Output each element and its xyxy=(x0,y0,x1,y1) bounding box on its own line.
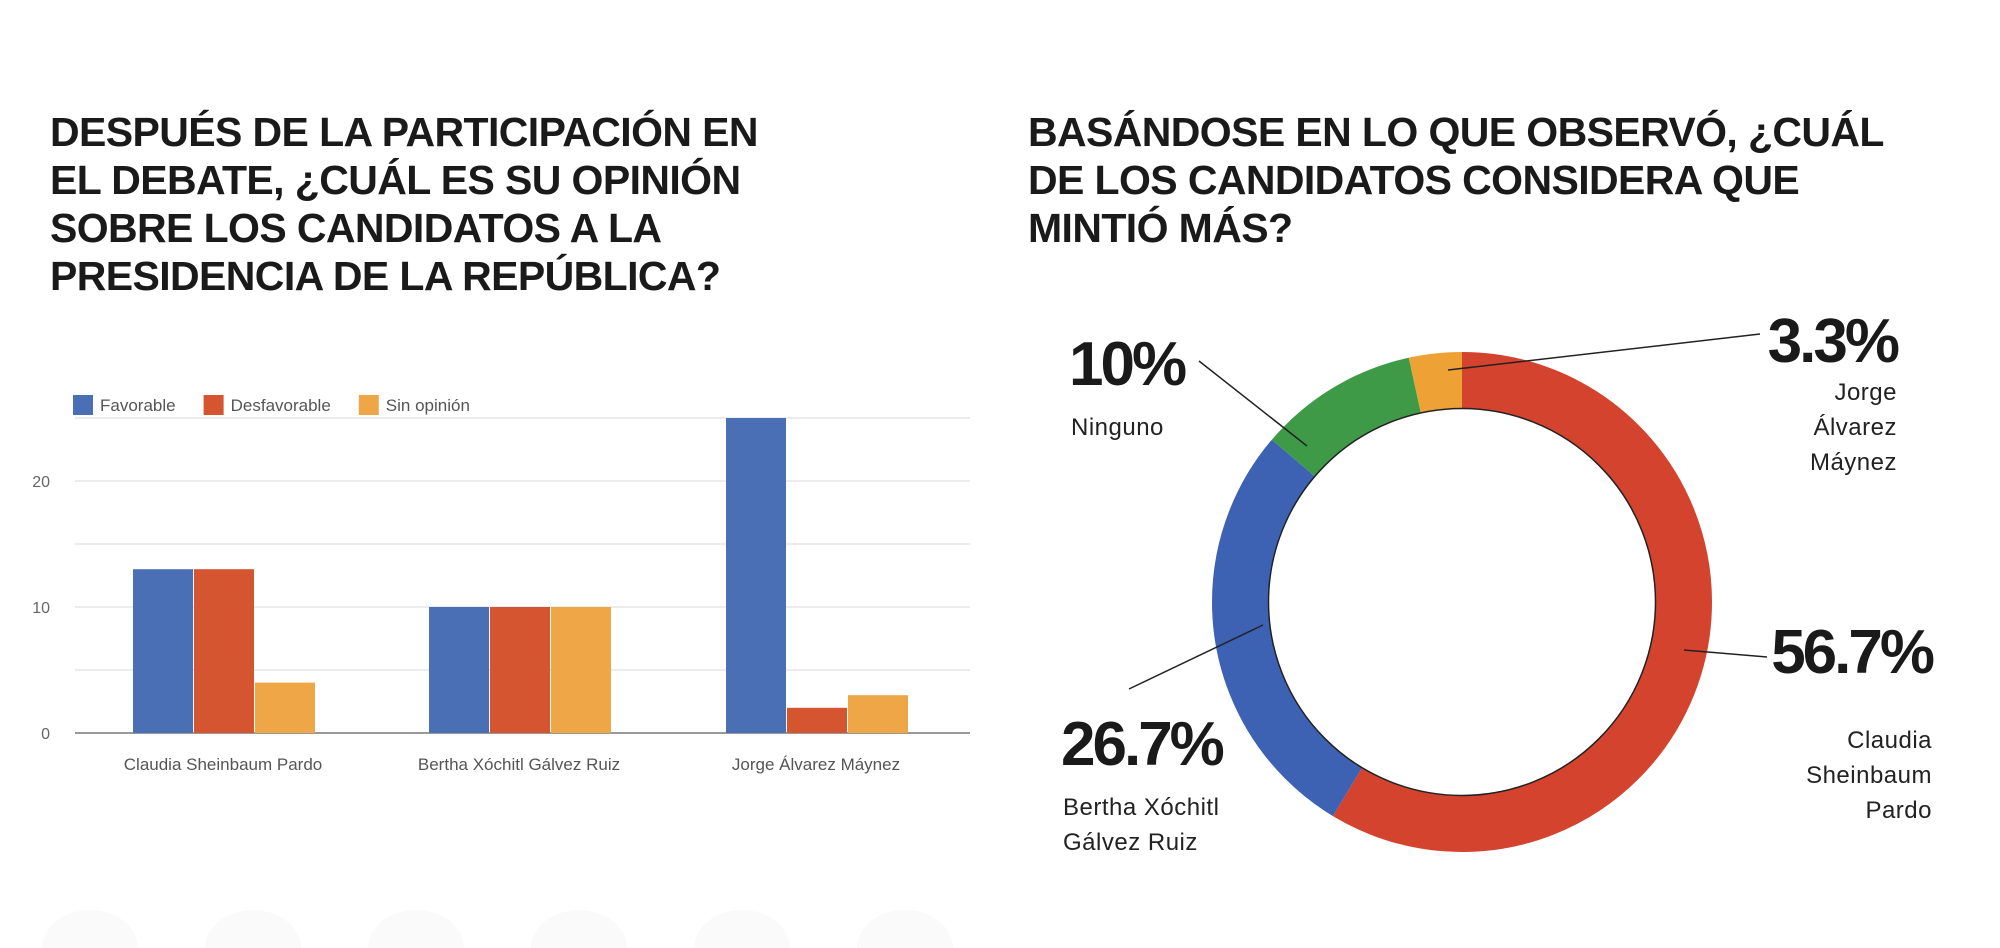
slice-percent-label: 10% xyxy=(1069,330,1186,399)
leader-line xyxy=(1128,624,1264,690)
slice-name-label: Gálvez Ruiz xyxy=(1063,829,1198,856)
decorative-shape xyxy=(857,910,953,948)
y-tick-label: 0 xyxy=(41,726,50,743)
donut-slice xyxy=(1332,351,1713,853)
legend-label: Favorable xyxy=(100,396,176,415)
bar-desfavorable xyxy=(787,707,847,733)
slice-name-label: Ninguno xyxy=(1071,414,1164,441)
decorative-shape xyxy=(42,910,138,948)
slice-name-label: Claudia xyxy=(1847,727,1932,754)
decorative-shape xyxy=(205,910,301,948)
donut-slice xyxy=(1271,357,1422,477)
bar-favorable xyxy=(726,418,786,733)
y-tick-label: 20 xyxy=(32,474,50,491)
donut-chart-title: BASÁNDOSE EN LO QUE OBSERVÓ, ¿CUÁL DE LO… xyxy=(1028,108,1884,252)
legend-swatch xyxy=(73,395,93,415)
title-line: PRESIDENCIA DE LA REPÚBLICA? xyxy=(50,253,721,299)
legend-swatch xyxy=(203,395,224,415)
legend-label: Desfavorable xyxy=(231,396,331,415)
title-line: MINTIÓ MÁS? xyxy=(1028,205,1293,251)
slice-percent-label: 56.7% xyxy=(1771,618,1934,687)
leader-line xyxy=(1198,360,1308,447)
bar-favorable xyxy=(429,607,489,733)
title-line: EL DEBATE, ¿CUÁL ES SU OPINIÓN xyxy=(50,157,741,203)
bar-chart-title: DESPUÉS DE LA PARTICIPACIÓN EN EL DEBATE… xyxy=(50,108,759,300)
bar-desfavorable xyxy=(490,607,550,733)
bar-favorable xyxy=(133,569,193,733)
leader-line xyxy=(1447,333,1761,371)
bar-sin-opinión xyxy=(848,695,908,733)
slice-percent-label: 26.7% xyxy=(1061,710,1224,779)
bar-sin-opinión xyxy=(255,682,315,733)
title-line: BASÁNDOSE EN LO QUE OBSERVÓ, ¿CUÁL xyxy=(1028,109,1884,155)
x-category-label: Jorge Álvarez Máynez xyxy=(732,755,900,774)
slice-percent-label: 3.3% xyxy=(1768,307,1899,376)
x-category-label: Claudia Sheinbaum Pardo xyxy=(124,755,322,774)
decorative-shape xyxy=(531,910,627,948)
donut-slice xyxy=(1211,439,1363,817)
slice-name-label: Bertha Xóchitl xyxy=(1063,794,1219,821)
slice-name-label: Álvarez xyxy=(1813,414,1897,441)
x-category-label: Bertha Xóchitl Gálvez Ruiz xyxy=(418,755,620,774)
donut-slice xyxy=(1408,351,1463,414)
title-line: SOBRE LOS CANDIDATOS A LA xyxy=(50,205,662,251)
donut-inner-edge xyxy=(1267,407,1657,797)
slice-name-label: Máynez xyxy=(1810,449,1897,476)
donut-outer-edge xyxy=(1211,351,1713,853)
title-line: DE LOS CANDIDATOS CONSIDERA QUE xyxy=(1028,157,1800,203)
legend-swatch xyxy=(358,395,379,415)
bar-sin-opinión xyxy=(551,607,611,733)
leader-line xyxy=(1683,649,1768,658)
slice-name-label: Jorge xyxy=(1834,379,1897,406)
slice-name-label: Pardo xyxy=(1865,797,1932,824)
slice-name-label: Sheinbaum xyxy=(1806,762,1932,789)
decorative-shape xyxy=(368,910,464,948)
legend-label: Sin opinión xyxy=(386,396,470,415)
bar-desfavorable xyxy=(194,569,254,733)
decorative-shape xyxy=(694,910,790,948)
y-tick-label: 10 xyxy=(32,600,50,617)
title-line: DESPUÉS DE LA PARTICIPACIÓN EN xyxy=(50,109,759,155)
